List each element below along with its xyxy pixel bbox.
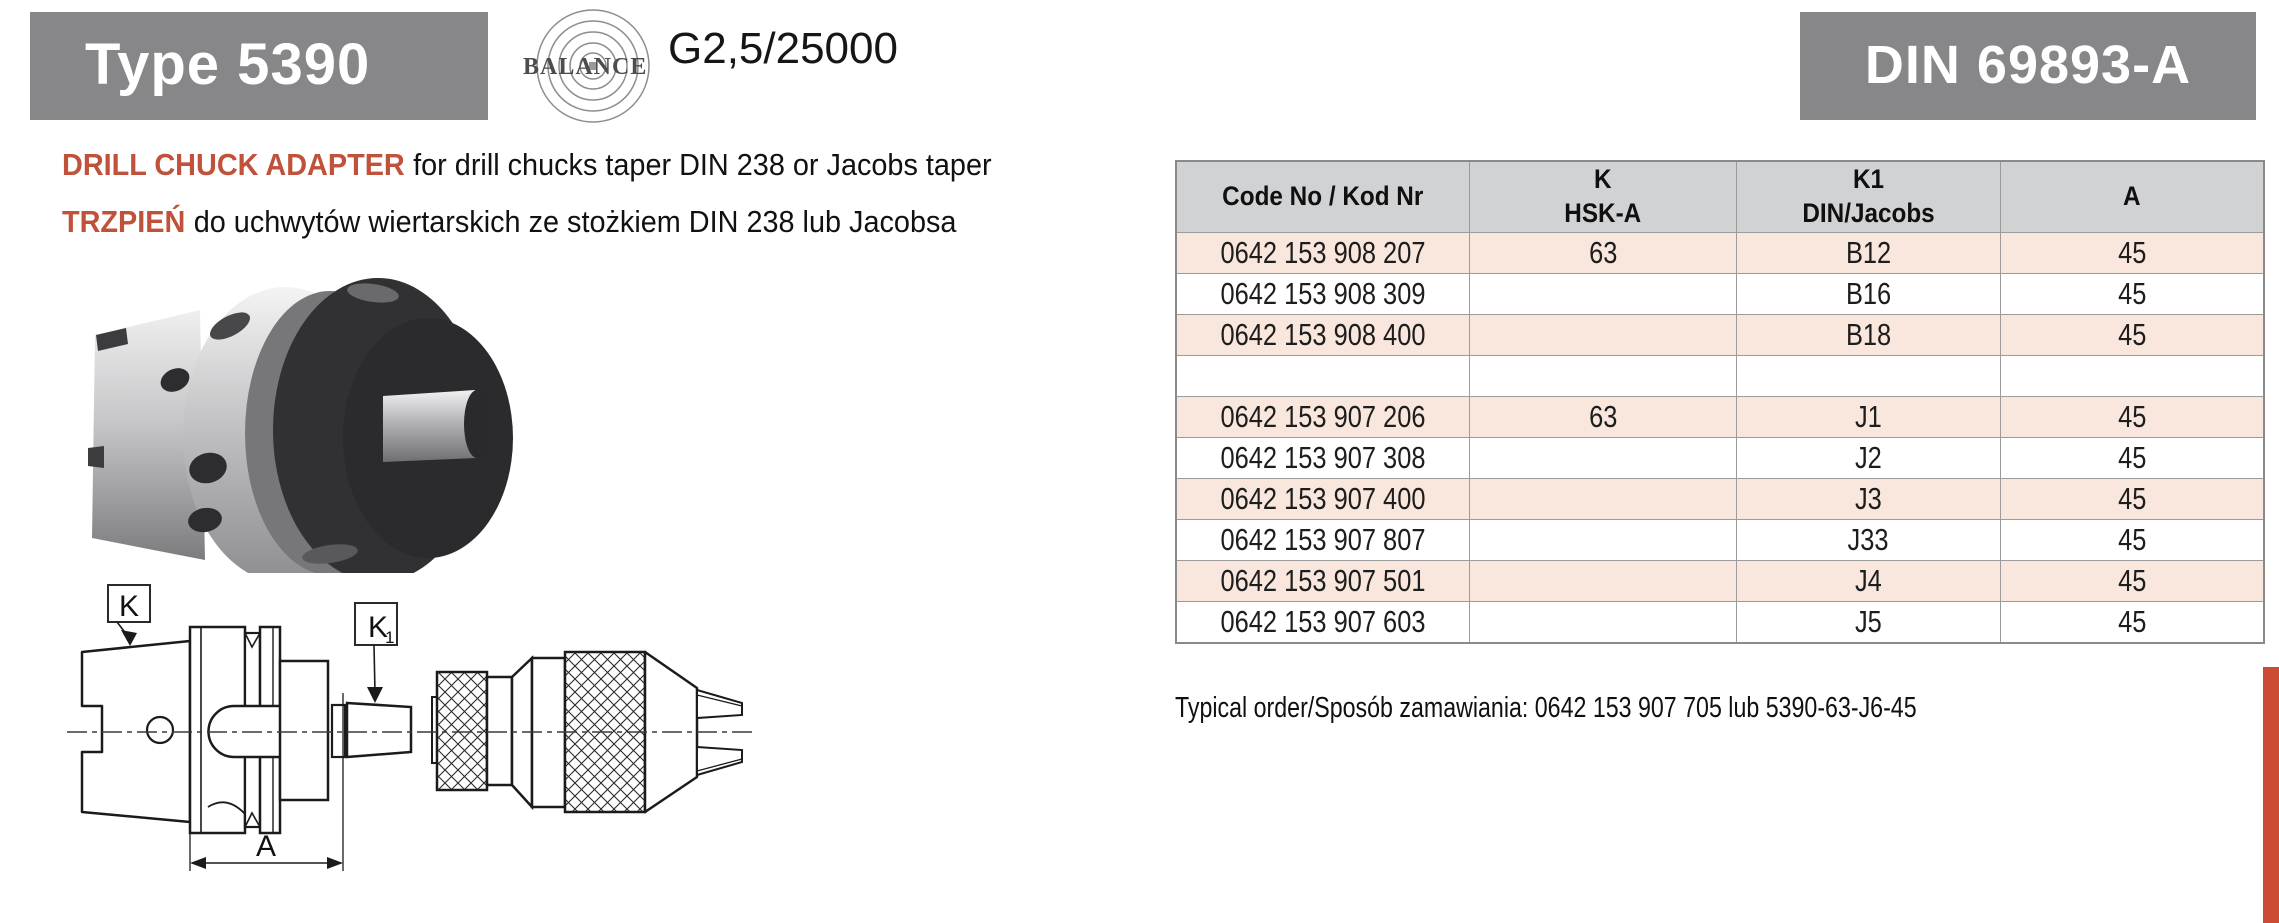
din-header-box: DIN 69893-A	[1800, 12, 2256, 120]
table-cell	[1469, 601, 1737, 644]
table-row: 0642 153 907 400 J3 45	[1175, 478, 2265, 520]
table-row: 0642 153 908 400 B18 45	[1175, 314, 2265, 356]
table-cell	[1469, 519, 1737, 561]
balance-logo-text: BALANCE	[523, 54, 648, 80]
col-header-k1: K1 DIN/Jacobs	[1735, 160, 2002, 233]
k1-arrow	[367, 687, 383, 703]
table-row: 0642 153 907 807 J33 45	[1175, 519, 2265, 561]
description-en: DRILL CHUCK ADAPTER for drill chucks tape…	[62, 147, 992, 183]
step-ring	[330, 703, 347, 759]
col-header-k: K HSK-A	[1469, 160, 1737, 233]
table-cell: 45	[2000, 560, 2265, 602]
table-cell: 45	[2000, 314, 2265, 356]
table-cell: J5	[1735, 601, 2002, 644]
table-row: 0642 153 907 603 J5 45	[1175, 601, 2265, 644]
table-cell	[2000, 355, 2265, 397]
table-cell: B18	[1735, 314, 2002, 356]
table-cell: J4	[1735, 560, 2002, 602]
k-label: K	[119, 590, 139, 623]
balance-circles-icon	[536, 9, 650, 123]
balance-grade: G2,5/25000	[668, 24, 898, 73]
k-label-box	[107, 584, 151, 623]
table-cell: 0642 153 907 807	[1175, 519, 1471, 561]
table-row	[1175, 355, 2265, 397]
k-arrow	[121, 630, 137, 646]
table-cell: J1	[1735, 396, 2002, 438]
description-pl-text: do uchwytów wiertarskich ze stożkiem DIN…	[193, 204, 957, 239]
balance-logo: BALANCE	[515, 4, 685, 132]
table-row: 0642 153 908 309 B16 45	[1175, 273, 2265, 315]
table-cell: 45	[2000, 396, 2265, 438]
table-cell: 45	[2000, 232, 2265, 274]
chuck-plain-ring	[485, 675, 514, 787]
table-cell: 0642 153 907 308	[1175, 437, 1471, 479]
table-cell: 0642 153 907 603	[1175, 601, 1471, 644]
arbor-taper	[345, 701, 413, 759]
table-cell: J3	[1735, 478, 2002, 520]
description-en-text: for drill chucks taper DIN 238 or Jacobs…	[413, 147, 992, 182]
table-row: 0642 153 907 501 J4 45	[1175, 560, 2265, 602]
table-row: 0642 153 907 308 J2 45	[1175, 437, 2265, 479]
table-cell: 0642 153 908 207	[1175, 232, 1471, 274]
description-pl-title: TRZPIEŃ	[62, 204, 186, 239]
table-cell: 45	[2000, 437, 2265, 479]
table-cell	[1469, 273, 1737, 315]
k1-label-box	[354, 602, 398, 646]
product-photo	[88, 278, 513, 573]
col-header-code: Code No / Kod Nr	[1175, 160, 1471, 233]
table-cell	[1469, 437, 1737, 479]
table-cell	[1175, 355, 1471, 397]
table-cell: 0642 153 907 501	[1175, 560, 1471, 602]
table-cell: 45	[2000, 519, 2265, 561]
type-label: Type 5390	[85, 32, 371, 97]
order-note: Typical order/Sposób zamawiania: 0642 15…	[1175, 692, 1917, 724]
table-row: 0642 153 908 207 63 B12 45	[1175, 232, 2265, 274]
table-cell: 0642 153 907 400	[1175, 478, 1471, 520]
chuck-jaw-top	[696, 688, 743, 720]
k1-label-sub: 1	[385, 628, 394, 647]
side-accent-bar	[2263, 667, 2279, 923]
table-cell	[1469, 560, 1737, 602]
table-cell: B12	[1735, 232, 2002, 274]
table-cell: J2	[1735, 437, 2002, 479]
table-cell: B16	[1735, 273, 2002, 315]
spec-table: Code No / Kod Nr K HSK-A K1 DIN/Jacobs A 0…	[1175, 160, 2265, 644]
a-dimension-label: A	[256, 830, 276, 863]
table-cell: 63	[1469, 232, 1737, 274]
table-cell: 0642 153 908 400	[1175, 314, 1471, 356]
technical-drawing: K K 1 A	[67, 584, 755, 871]
chuck-knurl-ring	[435, 670, 489, 792]
k1-label: K	[368, 611, 388, 644]
table-cell	[1735, 355, 2002, 397]
collar	[278, 659, 330, 802]
col-header-a: A	[2000, 160, 2265, 233]
table-header-row: Code No / Kod Nr K HSK-A K1 DIN/Jacobs A	[1175, 160, 2265, 233]
table-row: 0642 153 907 206 63 J1 45	[1175, 396, 2265, 438]
description-pl: TRZPIEŃ do uchwytów wiertarskich ze stożk…	[62, 204, 956, 240]
table-cell	[1469, 478, 1737, 520]
shank-hole	[145, 715, 175, 745]
table-cell: 63	[1469, 396, 1737, 438]
table-cell: 0642 153 907 206	[1175, 396, 1471, 438]
table-cell: 45	[2000, 601, 2265, 644]
table-cell: 45	[2000, 478, 2265, 520]
table-cell: 0642 153 908 309	[1175, 273, 1471, 315]
description-en-title: DRILL CHUCK ADAPTER	[62, 147, 405, 182]
table-cell	[1469, 355, 1737, 397]
type-header-box: Type 5390	[30, 12, 488, 120]
table-cell	[1469, 314, 1737, 356]
din-label: DIN 69893-A	[1864, 35, 2192, 95]
table-cell: 45	[2000, 273, 2265, 315]
table-cell: J33	[1735, 519, 2002, 561]
